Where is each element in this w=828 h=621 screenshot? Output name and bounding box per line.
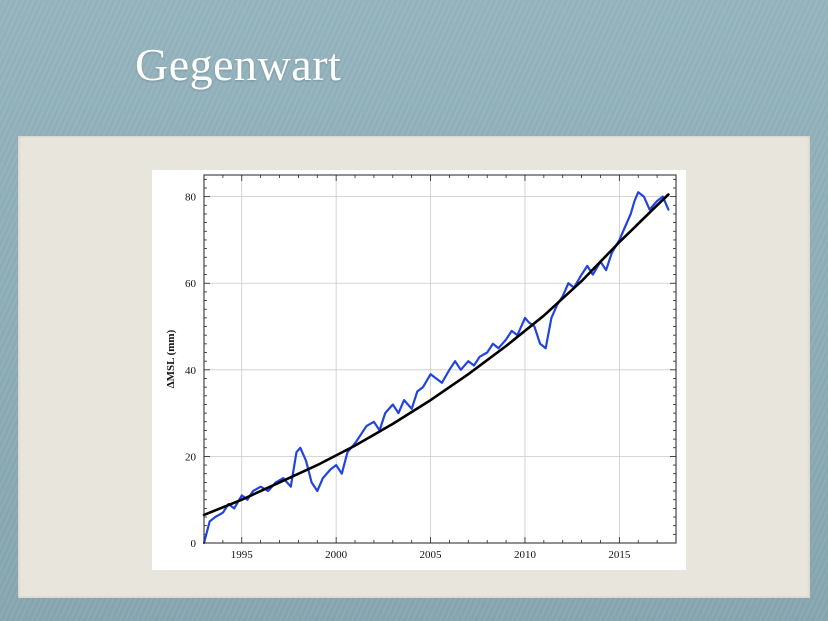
y-tick-label: 20 — [185, 451, 197, 463]
slide-title: Gegenwart — [135, 39, 342, 90]
chart-series — [202, 191, 670, 545]
sea-level-chart: 1995 2000 2005 2010 2015 0 20 40 60 80 ΔMSL (mm) — [165, 174, 677, 561]
y-axis-label: ΔMSL (mm) — [165, 329, 177, 388]
x-tick-label: 2010 — [514, 549, 537, 561]
y-tick-label: 60 — [185, 278, 197, 290]
chart-card: 1995 2000 2005 2010 2015 0 20 40 60 80 ΔMSL (mm) — [152, 170, 686, 570]
chart-ticks — [203, 175, 677, 544]
plot-frame — [203, 174, 677, 544]
y-tick-label: 40 — [185, 365, 197, 377]
y-tick-label: 0 — [191, 538, 197, 550]
chart-labels: 1995 2000 2005 2010 2015 0 20 40 60 80 ΔMSL (mm) — [165, 192, 631, 561]
x-tick-label: 2000 — [325, 549, 348, 561]
chart-grid — [204, 175, 676, 544]
x-tick-label: 2015 — [608, 549, 631, 561]
x-tick-label: 1995 — [231, 549, 254, 561]
y-tick-label: 80 — [185, 192, 197, 204]
x-tick-label: 2005 — [420, 549, 443, 561]
observed-sea-level-line — [202, 191, 670, 545]
fit-curve-line — [202, 193, 670, 517]
